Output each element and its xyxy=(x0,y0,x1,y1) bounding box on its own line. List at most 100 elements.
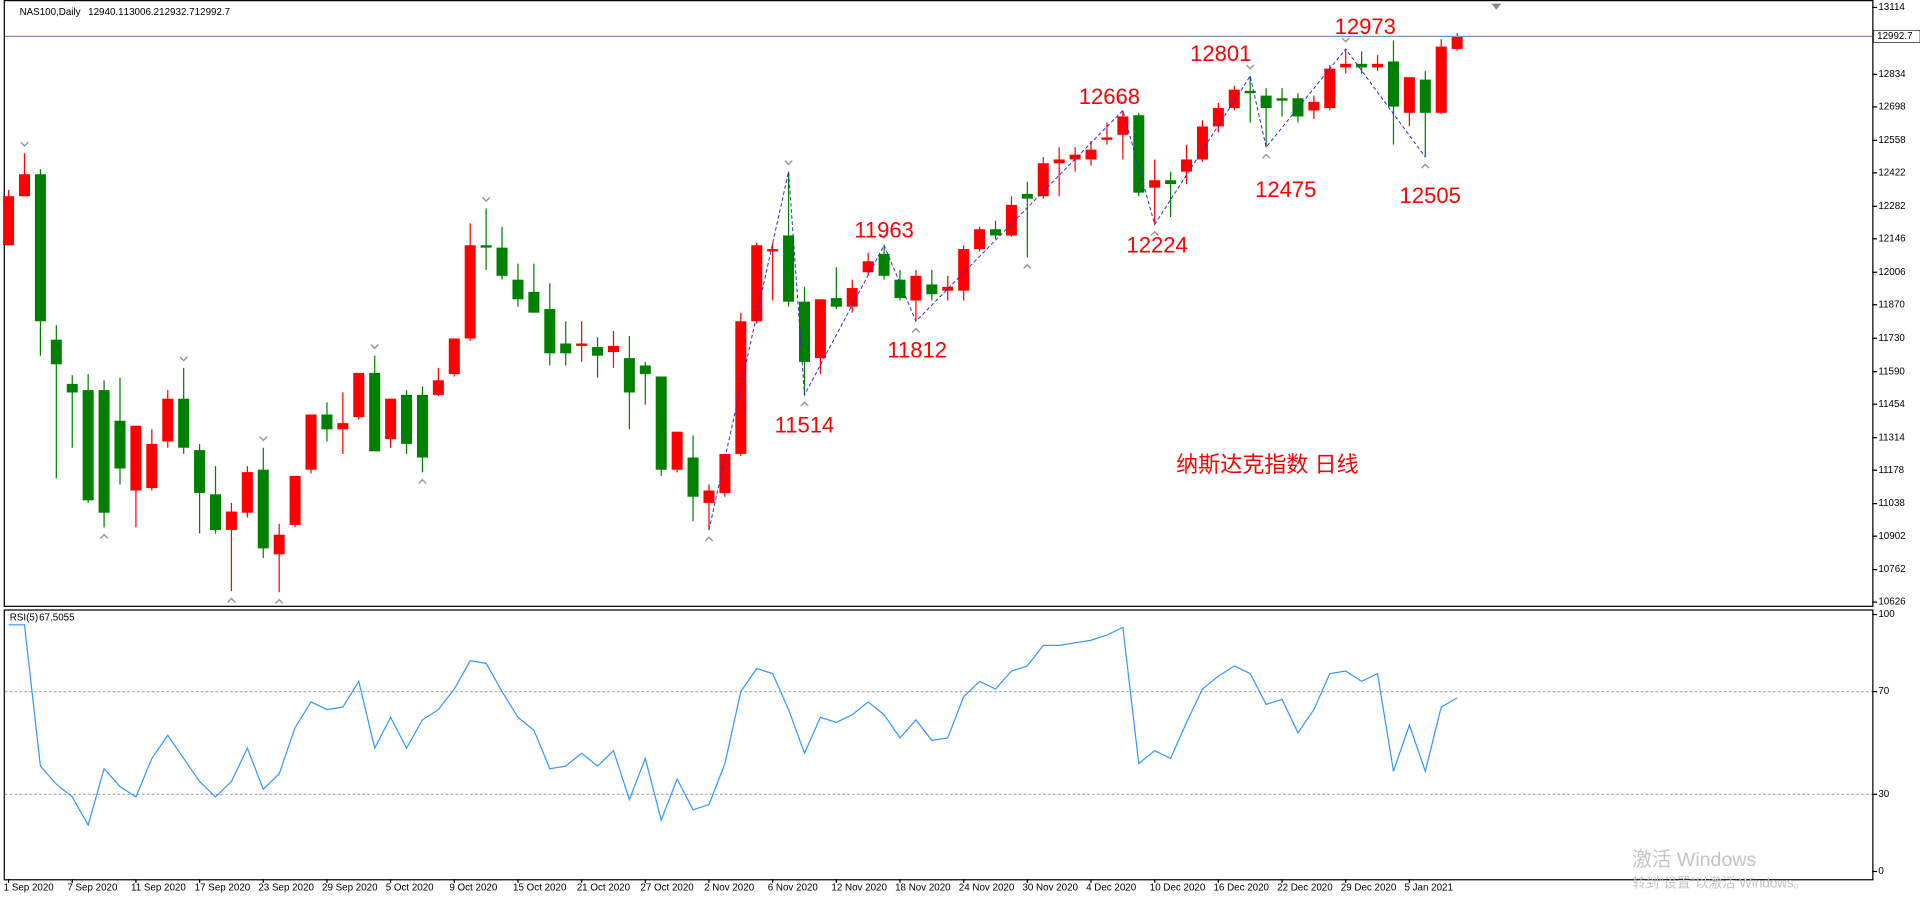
rsi-line xyxy=(8,624,1458,827)
candle-body xyxy=(974,229,986,250)
y-tick-label: 10902 xyxy=(1878,531,1905,542)
candle-body xyxy=(512,279,524,300)
candle-body xyxy=(1021,193,1033,199)
candle-body xyxy=(1244,90,1256,94)
candle-body xyxy=(1403,77,1415,113)
candle-body xyxy=(719,453,731,494)
candle-body xyxy=(1196,126,1208,160)
candle-body xyxy=(639,365,651,375)
annotation: 11812 xyxy=(887,338,947,363)
candle-body xyxy=(401,394,413,444)
candle-body xyxy=(576,343,588,346)
candle-body xyxy=(82,390,94,501)
candle-body xyxy=(1053,159,1065,164)
x-tick-label: 27 Oct 2020 xyxy=(640,882,694,893)
watermark-title: 激活 Windows xyxy=(1632,849,1756,871)
candle-body xyxy=(1037,163,1049,197)
x-tick-label: 30 Nov 2020 xyxy=(1022,882,1078,893)
candle-body xyxy=(1260,95,1272,109)
candle-body xyxy=(464,245,476,339)
candle-body xyxy=(544,309,556,354)
x-tick-label: 10 Dec 2020 xyxy=(1150,882,1206,893)
candle-body xyxy=(623,358,635,393)
y-tick-label: 12834 xyxy=(1878,69,1906,80)
candle-body xyxy=(1228,89,1240,109)
swing-arrow xyxy=(227,597,236,603)
x-tick-label: 23 Sep 2020 xyxy=(258,882,314,893)
swing-arrow xyxy=(20,141,29,147)
candle-body xyxy=(1117,116,1129,135)
candle-body xyxy=(353,372,365,418)
x-tick-label: 7 Sep 2020 xyxy=(67,882,118,893)
candle-body xyxy=(560,343,572,354)
x-tick-label: 9 Oct 2020 xyxy=(449,882,497,893)
y-tick-label: 12006 xyxy=(1878,267,1906,278)
swing-arrow xyxy=(99,533,109,539)
candle-body xyxy=(894,279,906,299)
x-tick-label: 15 Oct 2020 xyxy=(513,882,567,893)
candle-body xyxy=(1372,63,1384,68)
x-tick-label: 24 Nov 2020 xyxy=(959,882,1015,893)
candle-body xyxy=(814,299,826,359)
x-tick-label: 5 Jan 2021 xyxy=(1404,882,1452,893)
x-tick-label: 12 Nov 2020 xyxy=(831,882,887,893)
candle-body xyxy=(830,298,842,307)
candle-body xyxy=(448,338,460,375)
candle-body xyxy=(210,494,222,530)
candle-body xyxy=(385,398,397,440)
candle-body xyxy=(1419,79,1431,113)
candle-body xyxy=(1387,61,1399,107)
x-tick-label: 17 Sep 2020 xyxy=(195,882,251,893)
candle-body xyxy=(1133,115,1145,193)
y-tick-label: 70 xyxy=(1878,686,1889,697)
candle-body xyxy=(1181,159,1193,172)
candle-body xyxy=(671,431,683,470)
candle-body xyxy=(1435,46,1447,113)
candle-body xyxy=(926,284,938,295)
candle-body xyxy=(990,229,1002,236)
candle-body xyxy=(687,457,699,497)
x-tick-label: 29 Sep 2020 xyxy=(322,882,378,893)
swing-arrow xyxy=(800,401,809,407)
candle-body xyxy=(369,372,381,452)
current-price-tag xyxy=(1873,29,1920,43)
candle-body xyxy=(130,425,142,491)
candle-body xyxy=(241,472,253,513)
candle-body xyxy=(34,174,46,322)
candle-body xyxy=(18,174,30,197)
candle-body xyxy=(878,253,890,276)
candle-body xyxy=(114,420,126,469)
y-tick-label: 11314 xyxy=(1878,432,1905,443)
candle-body xyxy=(1324,68,1336,109)
candle-body xyxy=(1165,180,1177,185)
candle-body xyxy=(958,249,970,291)
y-tick-label: 10626 xyxy=(1878,597,1906,608)
swing-arrow xyxy=(1341,37,1350,43)
candle-body xyxy=(1276,98,1288,101)
candle-body xyxy=(432,380,444,395)
candle-body xyxy=(257,469,269,549)
x-tick-label: 6 Nov 2020 xyxy=(768,882,819,893)
candle-body xyxy=(783,235,795,302)
candle-body xyxy=(528,291,540,313)
swing-arrow xyxy=(784,160,793,166)
x-tick-label: 4 Dec 2020 xyxy=(1086,882,1137,893)
candle-body xyxy=(225,511,237,530)
current-price-label: 12992.7 xyxy=(1877,31,1912,42)
annotation: 12801 xyxy=(1190,41,1251,66)
swing-arrow xyxy=(418,478,427,484)
annotation: 12668 xyxy=(1079,84,1140,109)
candle-body xyxy=(50,339,62,365)
candle-body xyxy=(1212,108,1224,127)
candle-body xyxy=(1451,36,1463,49)
y-tick-label: 11178 xyxy=(1878,465,1904,476)
swing-arrow xyxy=(259,436,268,442)
annotation: 12973 xyxy=(1335,14,1396,39)
y-tick-label: 12422 xyxy=(1878,167,1905,178)
swing-arrow xyxy=(1150,230,1159,237)
x-tick-label: 21 Oct 2020 xyxy=(577,882,631,893)
candle-body xyxy=(592,347,604,356)
candle-body xyxy=(178,398,190,448)
y-tick-label: 12282 xyxy=(1878,201,1905,212)
